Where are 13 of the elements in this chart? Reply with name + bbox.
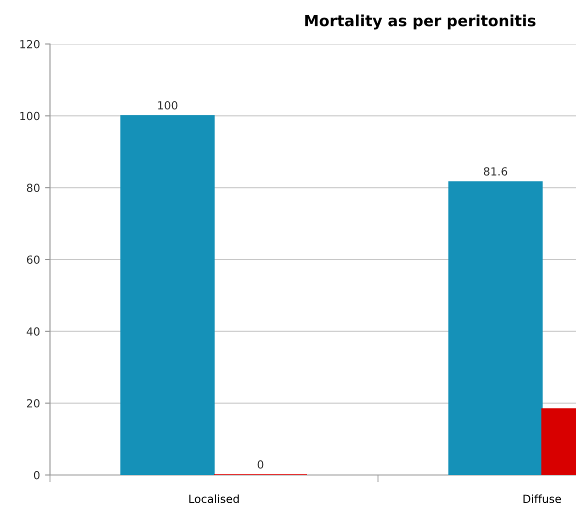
y-tick-label: 20 [26,399,40,408]
y-tick-label: 60 [26,255,40,264]
y-tick-label: 80 [26,184,40,192]
data-label: 81.6 [484,167,508,176]
x-tick-label: Diffuse [524,494,561,504]
y-tick-label: 0 [34,470,40,480]
x-tick-label: Localised [189,494,239,504]
y-tick-label: 100 [20,112,40,120]
data-label: 100 [158,101,178,110]
y-tick-label: 120 [20,40,40,48]
y-tick-label: 40 [26,327,40,336]
chart-title: Mortality as per peritonitis [305,14,536,30]
data-label: 0 [258,460,264,469]
